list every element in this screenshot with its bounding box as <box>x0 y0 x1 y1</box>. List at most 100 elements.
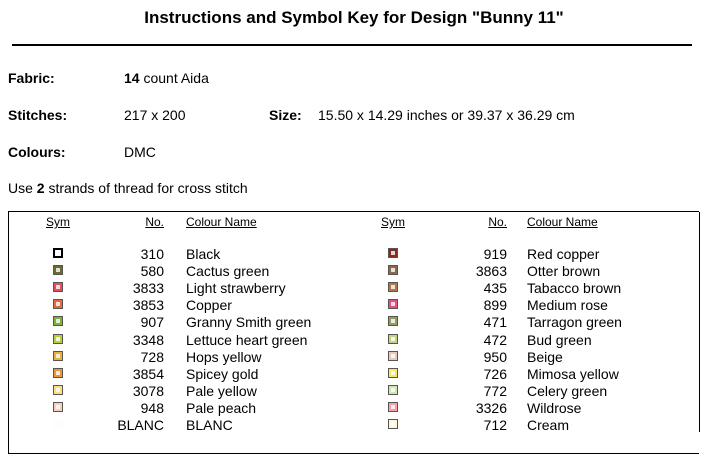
header-sym: Sym <box>381 215 405 229</box>
number: 907 <box>140 314 164 331</box>
swatch <box>53 419 63 429</box>
swatch <box>53 265 63 276</box>
glyph <box>56 268 60 273</box>
number: 3326 <box>475 399 507 416</box>
number: 3833 <box>132 280 164 297</box>
swatch <box>53 333 63 344</box>
colour-name: Lettuce heart green <box>186 331 308 348</box>
swatch <box>388 299 398 310</box>
header-name: Colour Name <box>527 215 598 229</box>
swatch <box>53 299 63 310</box>
colour-name: Otter brown <box>527 263 601 280</box>
number: 471 <box>483 314 507 331</box>
header-no: No. <box>488 215 507 229</box>
colour-name: Pale peach <box>186 399 257 416</box>
glyph <box>391 319 395 324</box>
colour-name: Hops yellow <box>186 348 262 365</box>
glyph <box>56 353 60 358</box>
title: Instructions and Symbol Key for Design "… <box>144 8 564 27</box>
swatch <box>388 367 398 378</box>
number: 3863 <box>475 263 507 280</box>
label: Fabric: <box>8 70 55 86</box>
header-sym: Sym <box>46 215 70 229</box>
number: 772 <box>483 382 507 399</box>
swatch <box>388 350 398 361</box>
number: 580 <box>140 263 164 280</box>
number: BLANC <box>117 417 164 433</box>
colour-name: Wildrose <box>527 399 582 416</box>
number: 472 <box>483 331 507 348</box>
swatch <box>53 282 63 293</box>
key-table: Sym No. Colour Name 310 Black 580 Cactus green… <box>8 211 700 454</box>
count: 2 <box>36 180 45 196</box>
glyph <box>391 370 395 375</box>
text: Use <box>8 180 33 196</box>
colour-name: Bud green <box>527 331 592 348</box>
instruction: Use 2 strands of thread for cross stitch <box>8 180 248 196</box>
swatch <box>53 248 63 258</box>
value: 15.50 x 14.29 inches or 39.37 x 36.29 cm <box>318 107 575 123</box>
colour-name: Pale yellow <box>186 382 257 399</box>
number: 919 <box>483 246 507 262</box>
number: 3853 <box>132 297 164 314</box>
text: count Aida <box>143 70 209 86</box>
number: 899 <box>483 297 507 314</box>
glyph <box>56 319 60 324</box>
glyph <box>391 336 395 341</box>
number: 3078 <box>132 382 164 399</box>
colour-name: Cream <box>527 417 570 433</box>
glyph <box>56 370 60 375</box>
swatch <box>53 367 63 378</box>
swatch <box>53 384 63 395</box>
value: 217 x 200 <box>124 107 186 123</box>
rule <box>12 44 692 46</box>
swatch <box>53 350 63 361</box>
number: 3348 <box>132 331 164 348</box>
colour-name: Spicey gold <box>186 365 259 382</box>
number: 728 <box>140 348 164 365</box>
number: 435 <box>483 280 507 297</box>
number: 310 <box>140 246 164 262</box>
colour-name: Copper <box>186 297 232 314</box>
swatch <box>388 282 398 293</box>
colour-name: Granny Smith green <box>186 314 312 331</box>
border <box>699 212 700 432</box>
value: 14 count Aida <box>124 70 209 86</box>
colour-name: Beige <box>527 348 563 365</box>
number: 948 <box>140 399 164 416</box>
label: Colours: <box>8 144 66 160</box>
glyph <box>391 387 395 392</box>
swatch <box>388 333 398 344</box>
swatch <box>53 316 63 327</box>
swatch <box>388 248 398 258</box>
swatch <box>388 316 398 327</box>
colour-name: Medium rose <box>527 297 608 314</box>
glyph <box>56 285 60 290</box>
number: 3854 <box>132 365 164 382</box>
glyph <box>391 302 395 307</box>
label: Stitches: <box>8 107 68 123</box>
glyph <box>56 404 60 409</box>
swatch <box>388 265 398 276</box>
number: 726 <box>483 365 507 382</box>
count: 14 <box>124 70 140 86</box>
glyph <box>56 387 60 392</box>
glyph <box>391 353 395 358</box>
glyph <box>56 302 60 307</box>
header-name: Colour Name <box>186 215 257 229</box>
glyph <box>391 422 395 426</box>
colour-name: Red copper <box>527 246 600 262</box>
number: 712 <box>483 417 507 433</box>
colour-name: Black <box>186 246 221 262</box>
swatch <box>388 401 398 412</box>
glyph <box>391 251 395 255</box>
colour-name: Tabacco brown <box>527 280 622 297</box>
colour-name: Mimosa yellow <box>527 365 619 382</box>
colour-name: BLANC <box>186 417 233 433</box>
colour-name: Celery green <box>527 382 608 399</box>
swatch <box>53 401 63 412</box>
glyph <box>391 285 395 290</box>
swatch <box>388 419 398 429</box>
swatch <box>388 384 398 395</box>
